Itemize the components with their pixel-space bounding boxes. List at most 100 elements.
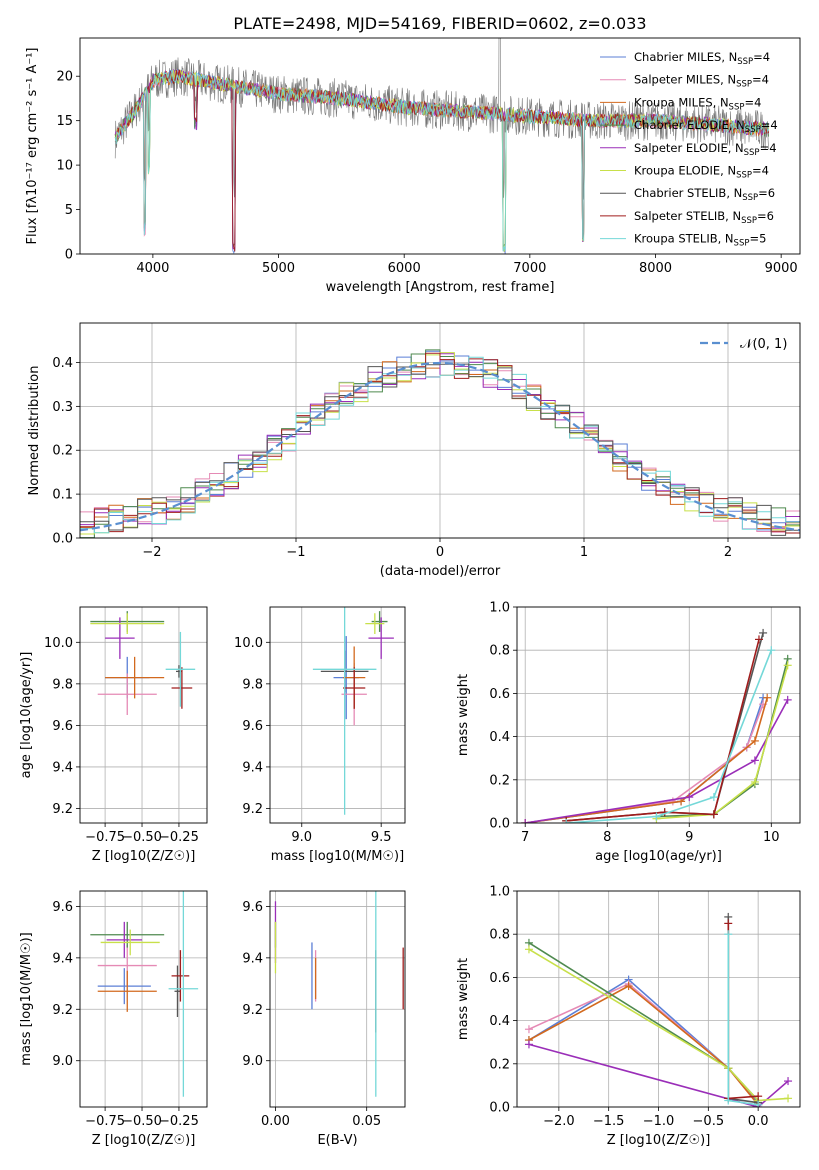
mass-weight-line	[566, 639, 760, 822]
age-vs-metallicity-panel: −0.75−0.50−0.25 9.2 9.4 9.6 9.8 10.0 Z [log10(…	[19, 606, 208, 864]
y-axis-label: mass weight	[456, 958, 471, 1040]
grid	[270, 607, 405, 823]
legend-entry-sub: SSP	[745, 125, 761, 135]
mass-weight-line	[566, 649, 773, 823]
mass-weight-vs-age-panel: 7 8 9 10 0.0 0.2 0.4 0.6 0.8 1.0 age [log10(age/yr…	[456, 601, 801, 864]
y-tick-label: 9.6	[242, 719, 263, 734]
y-tick-label: 9.0	[52, 1054, 73, 1069]
y-tick-label: 20	[56, 70, 73, 85]
histogram-series	[80, 356, 800, 534]
legend-entry-sub: SSP	[734, 239, 750, 249]
axes-frame	[269, 606, 406, 824]
legend-entry: Chabrier ELODIE, NSSP=4	[634, 118, 778, 135]
grid	[80, 891, 207, 1107]
y-tick-label: 9.0	[242, 1054, 263, 1069]
legend-entry-tail: =5	[749, 232, 766, 246]
x-axis-label: Z [log10(Z/Z☉)]	[607, 1133, 711, 1148]
grid	[80, 607, 207, 823]
plot-area	[274, 891, 404, 1097]
plot-area	[90, 611, 196, 715]
x-tick-label: −1.5	[593, 1114, 625, 1129]
legend-entry-tail: =6	[758, 186, 775, 200]
y-tick-label: 0.8	[489, 644, 510, 659]
y-tick-label: 0.3	[52, 400, 73, 415]
y-tick-label: 9.2	[52, 1003, 73, 1018]
y-tick-label: 0.2	[52, 444, 73, 459]
legend-entry-tail: =4	[752, 164, 769, 178]
x-tick-label: −0.50	[122, 830, 162, 845]
x-axis-label: E(B-V)	[317, 1133, 357, 1148]
y-tick-label: 1.0	[489, 601, 510, 616]
x-tick-label: 6000	[388, 261, 421, 276]
x-tick-label: 9000	[765, 261, 798, 276]
axes-frame	[79, 322, 801, 539]
y-tick-label: 0.2	[489, 773, 510, 788]
spectrum-series-line	[114, 70, 770, 252]
legend-entry-sub: SSP	[736, 171, 752, 181]
legend-entry-tail: =4	[752, 73, 769, 87]
plot-area	[90, 891, 199, 1097]
mass-weight-line	[727, 934, 759, 1106]
plot-area	[521, 628, 792, 823]
y-tick-label: 9.8	[52, 677, 73, 692]
y-tick-label: 0.0	[489, 1101, 510, 1116]
figure-title: PLATE=2498, MJD=54169, FIBERID=0602, z=0…	[233, 14, 646, 33]
grid	[80, 323, 800, 539]
legend-entry: Salpeter ELODIE, NSSP=4	[634, 141, 777, 158]
axes-frame	[516, 606, 801, 824]
grid	[517, 890, 800, 1108]
y-tick-label: 9.6	[242, 900, 263, 915]
spectrum-series-line	[115, 69, 770, 252]
y-tick-label: 10.0	[234, 636, 263, 651]
mass-weight-line	[525, 699, 789, 823]
legend-entry-main: Salpeter ELODIE, N	[634, 141, 744, 155]
plot-area	[80, 349, 800, 538]
y-tick-label: 9.6	[52, 719, 73, 734]
x-tick-label: 9	[685, 830, 693, 845]
x-tick-label: −2	[142, 545, 161, 560]
legend-entry: Chabrier STELIB, NSSP=6	[634, 186, 775, 203]
x-tick-label: 0.05	[352, 1114, 381, 1129]
legend-entry-tail: =6	[757, 209, 774, 223]
legend-entry-main: Kroupa STELIB, N	[634, 232, 734, 246]
axes-frame	[79, 606, 208, 824]
legend-entry-tail: =4	[761, 118, 778, 132]
legend-entry-tail: =4	[744, 95, 761, 109]
y-tick-label: 0.8	[489, 928, 510, 943]
x-tick-label: 2	[724, 545, 732, 560]
y-tick-label: 0.4	[489, 730, 510, 745]
x-tick-label: 8	[603, 830, 611, 845]
legend-entry-sub: SSP	[744, 148, 760, 158]
legend-entry-main: Chabrier STELIB, N	[634, 186, 742, 200]
plot-area	[114, 38, 770, 254]
y-tick-label: 0.6	[489, 687, 510, 702]
y-tick-label: 9.4	[52, 951, 73, 966]
x-tick-label: 8000	[639, 261, 672, 276]
x-tick-label: 7	[521, 830, 529, 845]
x-tick-label: 10	[763, 830, 780, 845]
y-tick-label: 0.0	[52, 532, 73, 547]
axes-frame	[516, 890, 801, 1108]
x-tick-label: 1	[580, 545, 588, 560]
x-tick-label: 5000	[262, 261, 295, 276]
axes-frame	[79, 890, 208, 1108]
x-tick-label: 0	[436, 545, 444, 560]
y-tick-label: 9.6	[52, 900, 73, 915]
mass-vs-metallicity-panel: −0.75−0.50−0.25 9.0 9.2 9.4 9.6 Z [log10(Z/Z☉…	[19, 890, 208, 1148]
x-tick-label: 0.0	[748, 1114, 769, 1129]
plot-area	[524, 912, 793, 1107]
x-tick-label: −0.5	[693, 1114, 725, 1129]
x-tick-label: 7000	[513, 261, 546, 276]
y-axis-label: Flux [fλ10⁻¹⁷ erg cm⁻² s⁻¹ A⁻¹]	[25, 48, 40, 245]
age-vs-mass-panel: 9.0 9.5 9.2 9.4 9.6 9.8 10.0 mass [log10(M/M☉)]	[234, 606, 406, 864]
legend-entry: 𝒩(0, 1)	[740, 337, 787, 352]
y-tick-label: 9.2	[242, 802, 263, 817]
x-tick-label: −2.0	[543, 1114, 575, 1129]
y-tick-label: 9.4	[242, 951, 263, 966]
y-tick-label: 9.2	[242, 1003, 263, 1018]
y-axis-label: Normed distribution	[27, 366, 42, 496]
x-tick-label: −1.0	[643, 1114, 675, 1129]
y-tick-label: 9.2	[52, 802, 73, 817]
legend-entry-main: Kroupa MILES, N	[634, 95, 729, 109]
